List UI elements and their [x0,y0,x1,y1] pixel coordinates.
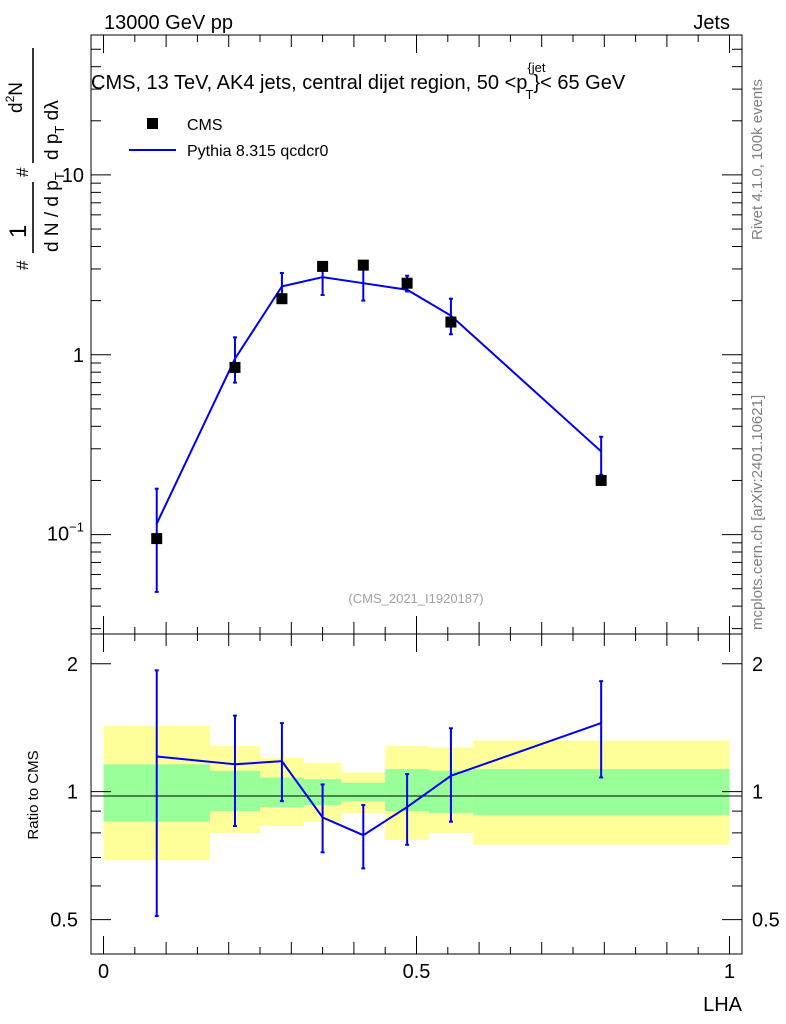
main-title-prefix: CMS, 13 TeV, AK4 jets, central dijet reg… [91,72,527,94]
main-title-suffix: }< 65 GeV [533,72,625,94]
ratio-xlabel: LHA [703,994,743,1016]
ratio-ytick-label-left: 1 [67,782,78,804]
rivet-label: Rivet 4.1.0, 100k events [749,79,766,240]
cms-data-point [276,293,288,305]
ylabel-den-sub: T [52,126,67,134]
ratio-xtick-label: 0.5 [403,961,431,983]
ratio-ytick-label-left: 2 [67,654,78,676]
ylabel-num-tail: N [6,82,27,96]
energy-label: 13000 GeV pp [104,12,233,34]
ylabel-den-main: d p [42,134,63,160]
ylabel-num-sup: 2 [3,95,17,102]
ratio-xtick-label: 0 [98,961,109,983]
ylabel-den-tail: dλ [42,100,63,126]
legend-label-pythia: Pythia 8.315 qcdcr0 [187,143,329,160]
ylabel-hash-left: # [13,260,32,270]
ratio-ytick-label-right: 0.5 [752,910,780,932]
ylabel-dN-sub: T [52,172,67,180]
main-watermark: (CMS_2021_I1920187) [348,591,483,606]
ylabel-hash-right: # [13,167,32,177]
ylabel-numerator: d2N [3,82,27,113]
main-ytick-label: 1 [73,345,84,367]
ylabel-dN: d N / d pT [42,172,67,252]
ylabel-num-main: d [6,102,27,113]
main-title: CMS, 13 TeV, AK4 jets, central dijet reg… [91,60,626,102]
ratio-series-line [156,722,602,837]
main-ytick-label: 10 [62,165,84,187]
cms-data-point [401,277,413,289]
cms-data-point [229,361,241,373]
ratio-ytick-label-left: 0.5 [50,910,78,932]
main-ytick-label-exp: −1 [69,520,84,535]
cms-data-point [357,259,369,271]
ratio-band-1sigma [341,782,386,802]
ratio-series-group [154,669,604,917]
mcplots-label: mcplots.cern.ch [arXiv:2401.10621] [749,395,766,630]
legend-marker-cms [147,118,158,129]
ratio-xtick-label: 1 [724,961,735,983]
ylabel-one: 1 [5,225,32,238]
cms-data-point [445,316,457,328]
cms-data-point [151,533,163,545]
main-title-sub: T [525,87,533,102]
main-ylabel: # 1 d N / d pT # d2N d pT dλ [3,48,67,270]
legend: CMS Pythia 8.315 qcdcr0 [129,117,329,160]
ratio-panel: 0.5 0.5 1 1 2 2 0 0.5 1 Ratio to CMS LHA [25,633,780,1016]
mc-series-line [155,276,602,525]
main-series-group [151,259,607,593]
main-title-sup: {jet [527,60,545,75]
cms-data-point [595,474,607,486]
legend-label-cms: CMS [187,117,223,134]
category-label: Jets [693,12,730,34]
main-ytick-label-base: 10 [47,524,69,546]
main-ytick-label: 10−1 [47,520,84,546]
ylabel-dN-main: d N / d p [42,180,63,252]
ylabel-denominator: d pT dλ [42,100,67,160]
cms-data-point [317,260,329,272]
ratio-axis-ticks: 0.5 0.5 1 1 2 2 0 0.5 1 [50,634,780,983]
ratio-ylabel: Ratio to CMS [25,750,42,839]
ratio-ytick-label-right: 2 [752,654,763,676]
ratio-bands-group [103,725,730,861]
ratio-ytick-label-right: 1 [752,782,763,804]
